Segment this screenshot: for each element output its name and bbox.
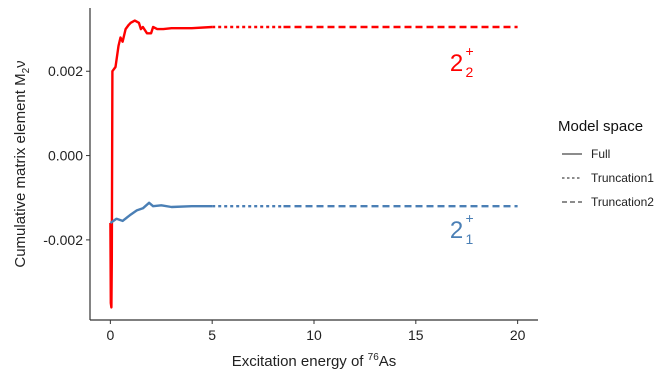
legend-label: Truncation1 bbox=[591, 171, 654, 185]
annotation-superscript: + bbox=[466, 210, 474, 226]
tick-labels: 0 5 10 15 20 0.002 0.000 -0.002 bbox=[43, 63, 525, 343]
annotation-base: 2 bbox=[450, 217, 463, 244]
y-tick-label: 0.000 bbox=[48, 148, 83, 164]
legend-label: Full bbox=[591, 147, 610, 161]
x-tick-label: 0 bbox=[106, 327, 114, 343]
x-tick-label: 5 bbox=[208, 327, 216, 343]
series-1-full-line bbox=[109, 19, 213, 309]
y-tick-label: 0.002 bbox=[48, 63, 83, 79]
plot-area bbox=[109, 19, 518, 309]
series-annotations: 2 +22 +1 bbox=[450, 43, 474, 247]
x-tick-label: 20 bbox=[510, 327, 526, 343]
legend-label: Truncation2 bbox=[591, 195, 654, 209]
legend-title: Model space bbox=[558, 118, 643, 135]
annotation-subscript: 2 bbox=[466, 64, 474, 80]
annotation-subscript: 1 bbox=[466, 231, 474, 247]
y-axis-title-subscript: 2 bbox=[21, 67, 32, 73]
series-2-full-line bbox=[109, 201, 213, 224]
x-axis-title-superscript: 76 bbox=[368, 352, 380, 363]
annotation-base: 2 bbox=[450, 50, 463, 77]
y-tick-label: -0.002 bbox=[43, 232, 83, 248]
series-1-annotation: 2 +2 bbox=[450, 43, 474, 80]
x-tick-label: 15 bbox=[408, 327, 424, 343]
x-tick-label: 10 bbox=[306, 327, 322, 343]
legend: Model space Full Truncation1 Truncation2 bbox=[558, 118, 654, 209]
series-2-annotation: 2 +1 bbox=[450, 210, 474, 247]
x-axis-title: Excitation energy of 76As bbox=[232, 352, 397, 370]
annotation-superscript: + bbox=[466, 43, 474, 59]
y-axis-title: Cumulative matrix element M2ν bbox=[12, 60, 32, 267]
